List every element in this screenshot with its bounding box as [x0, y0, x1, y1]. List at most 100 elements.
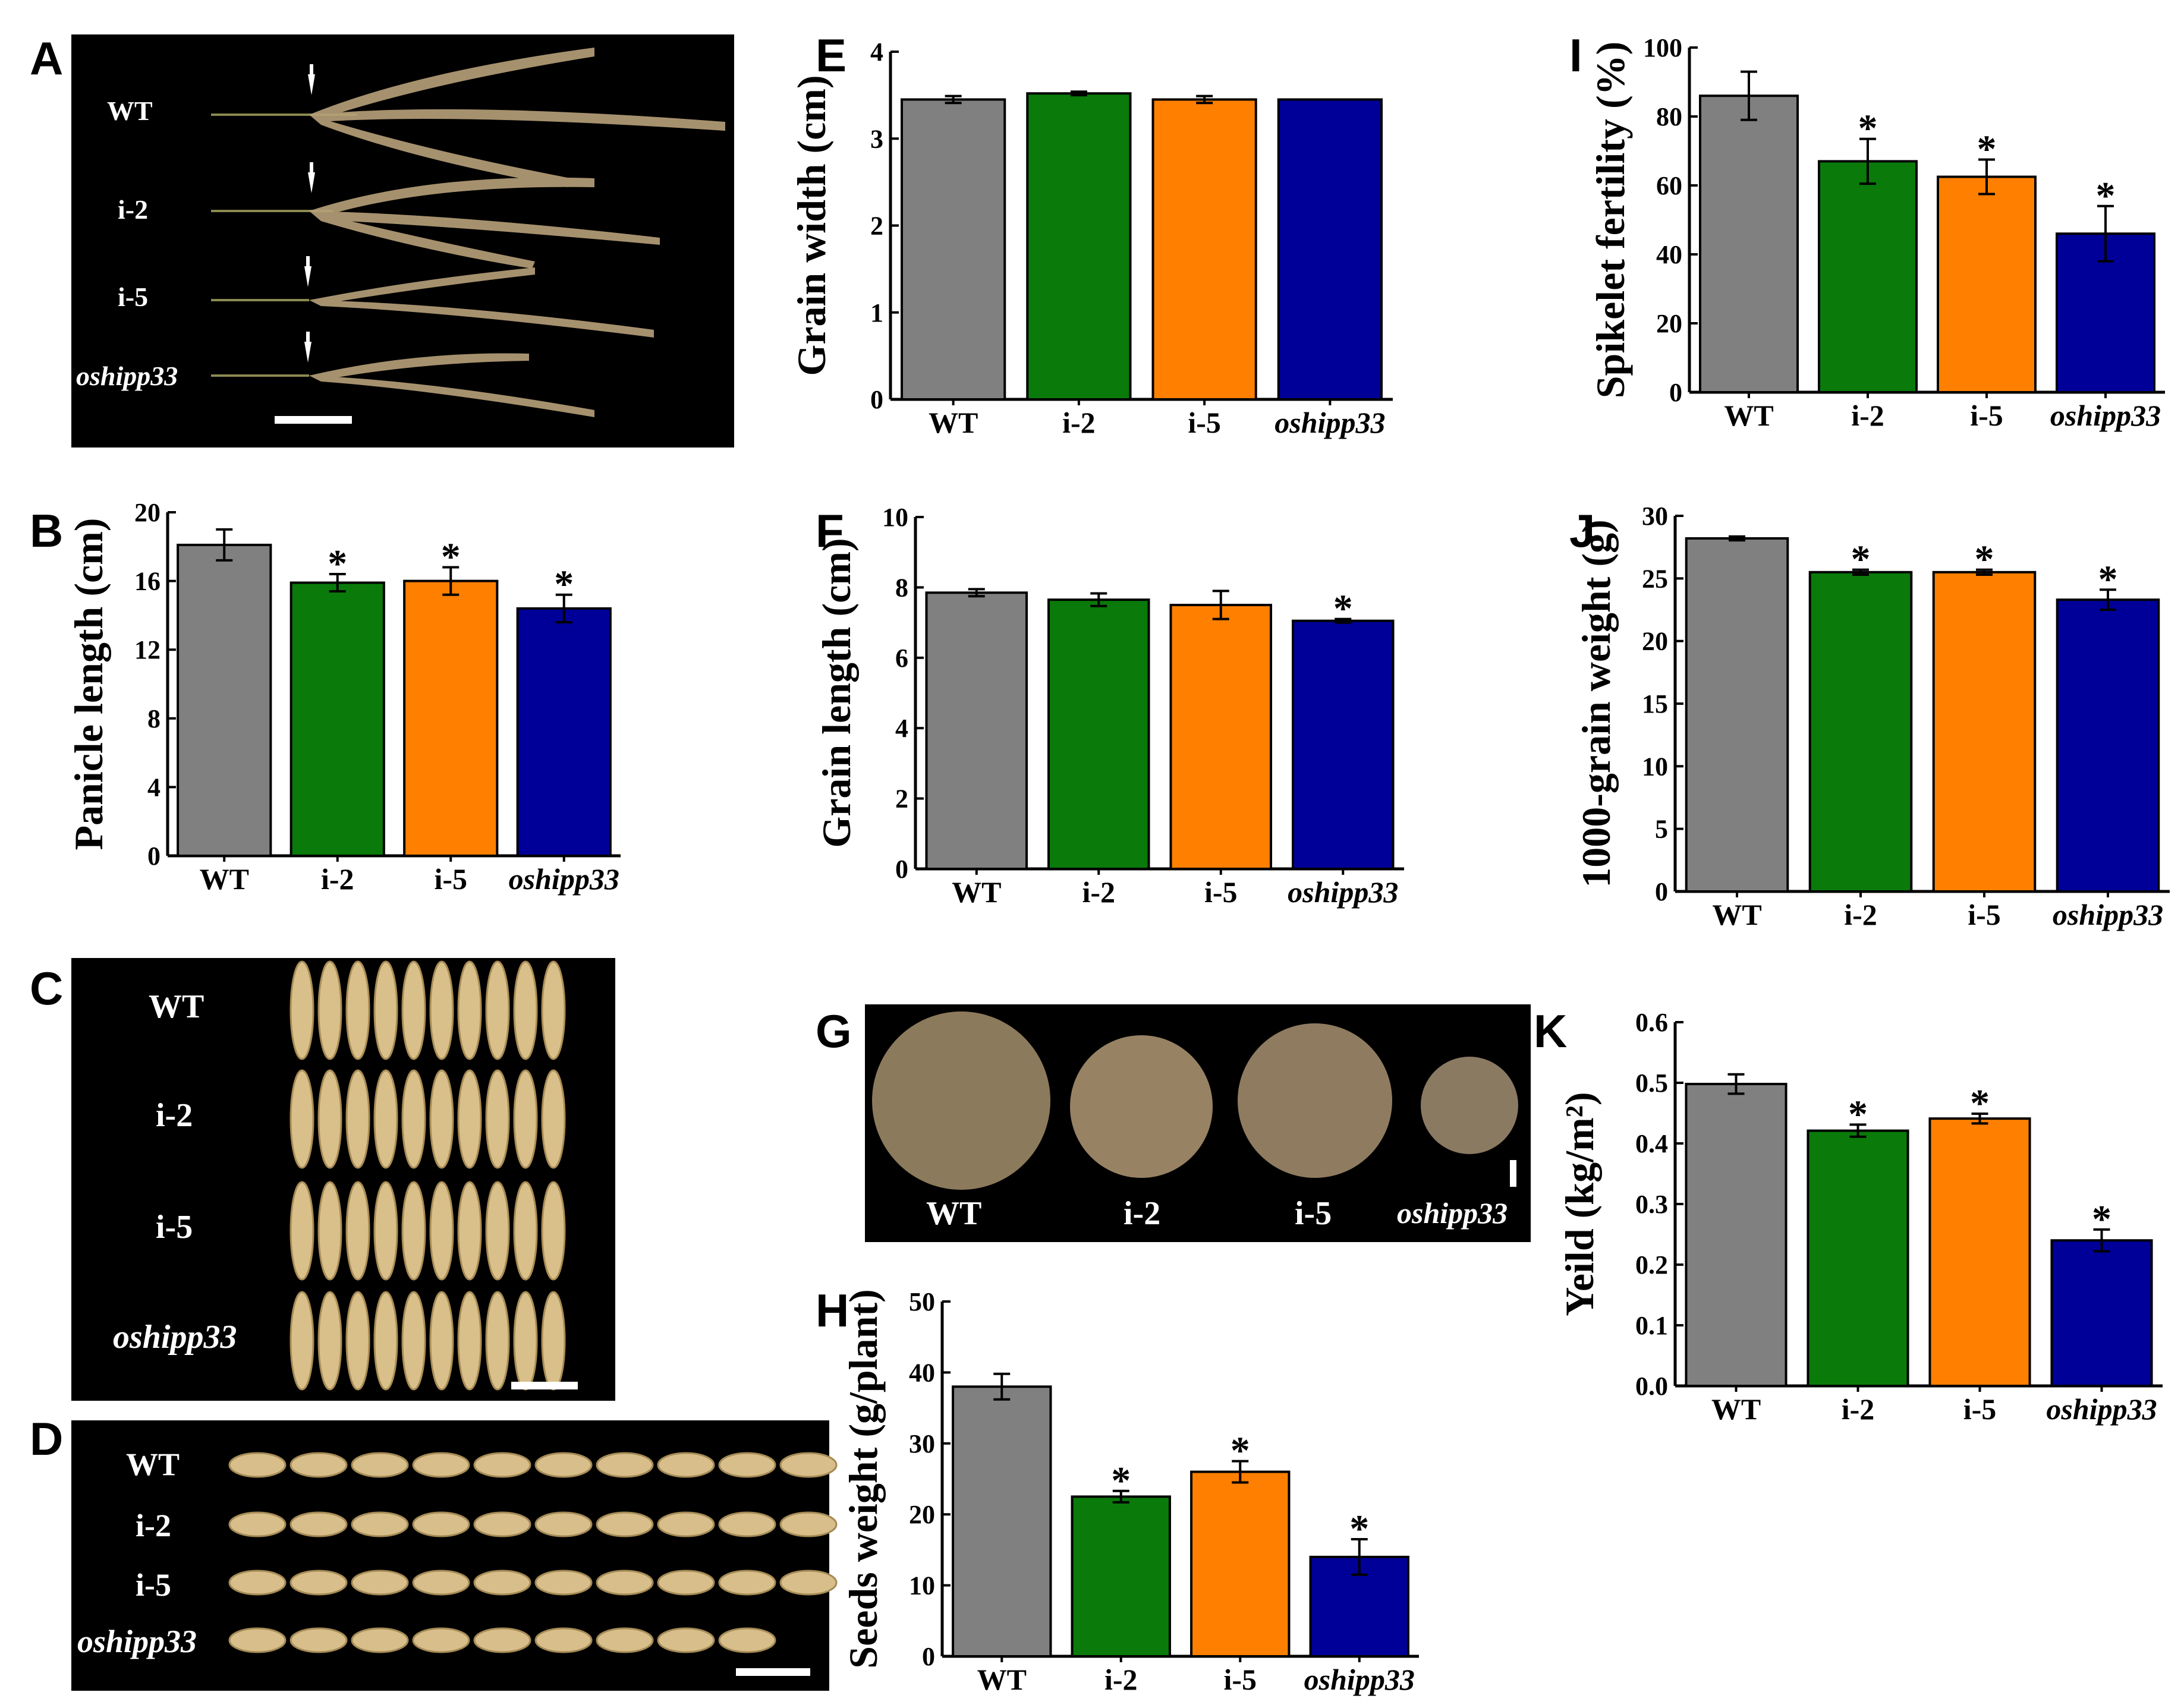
seed-pile-i2	[1070, 1035, 1213, 1178]
y-tick-label: 4	[870, 37, 883, 67]
y-tick-label: 3	[870, 124, 883, 153]
bar-i-5	[1928, 1117, 2031, 1388]
y-tick-label: 4	[895, 714, 908, 743]
y-tick-label: 20	[1656, 309, 1682, 338]
y-tick-label: 20	[134, 498, 161, 527]
y-axis-title: Seeds weight (g/plant)	[841, 1289, 886, 1668]
grain	[289, 1570, 348, 1596]
y-tick-label: 1	[870, 298, 883, 327]
bar-oshipp33	[1291, 619, 1395, 870]
grain	[289, 1452, 348, 1478]
y-tick-label: 6	[895, 644, 908, 673]
y-tick-label: 50	[909, 1287, 935, 1316]
panel-label-b: B	[30, 505, 63, 557]
x-tick-label: oshipp33	[2046, 1392, 2157, 1426]
grain	[718, 1452, 776, 1478]
grain	[534, 1627, 593, 1653]
y-axis-title: 1000-grain weight (g)	[1574, 519, 1619, 887]
grain	[429, 1291, 454, 1391]
y-tick-label: 0	[870, 385, 883, 414]
grain	[541, 960, 566, 1060]
photo-g-label-i2: i-2	[1124, 1195, 1160, 1232]
bar-i-2	[1047, 598, 1150, 870]
photo-g-label-wt: WT	[926, 1195, 981, 1232]
grain	[485, 960, 510, 1060]
grain	[457, 1069, 482, 1169]
photo-c-label-i5: i-5	[156, 1209, 193, 1246]
grain	[596, 1627, 654, 1653]
grain	[541, 1291, 566, 1391]
grain	[228, 1452, 287, 1478]
y-tick-label: 0	[1655, 877, 1668, 906]
grain	[534, 1570, 593, 1596]
grain	[718, 1511, 776, 1537]
bar-i-2	[1071, 1495, 1171, 1658]
y-tick-label: 0.5	[1635, 1069, 1668, 1098]
grain	[401, 1291, 426, 1391]
photo-g-label-i5: i-5	[1295, 1195, 1332, 1232]
y-axis-title: Grain width (cm)	[789, 75, 834, 376]
chart-panel-e: 0 1 2 3 4 Grain width (cm) WT i-2 i-5 oshipp33	[789, 37, 1393, 439]
x-tick-label: i-5	[1223, 1663, 1257, 1696]
bar-i-5	[1190, 1470, 1291, 1658]
grain	[345, 1069, 370, 1169]
grain	[429, 1069, 454, 1169]
photo-d-label-i2: i-2	[136, 1508, 171, 1543]
y-tick-label: 30	[1642, 502, 1668, 531]
y-tick-label: 25	[1642, 564, 1668, 593]
significance-star: *	[1231, 1429, 1250, 1473]
seed-pile-wt	[872, 1011, 1050, 1190]
grain	[473, 1511, 531, 1537]
chart-panel-h: 0 10 20 30 40 50 Seeds weight (g/plant) WT * i-2 *…	[841, 1287, 1419, 1696]
bar-i-2	[289, 581, 385, 857]
x-tick-label: i-2	[1851, 399, 1884, 432]
x-tick-label: i-5	[434, 862, 467, 896]
grain	[718, 1627, 776, 1653]
bar-i-2	[1807, 1129, 1909, 1387]
y-tick-label: 0.2	[1635, 1250, 1668, 1280]
panel-label-k: K	[1534, 1005, 1567, 1057]
y-tick-label: 2	[870, 212, 883, 241]
significance-star: *	[1975, 538, 1994, 581]
grain	[412, 1452, 470, 1478]
bar-i-5	[1169, 604, 1273, 870]
photo-a-label-i5: i-5	[118, 282, 148, 312]
grain	[596, 1452, 654, 1478]
photo-d-label-i5: i-5	[136, 1567, 171, 1603]
grain	[412, 1627, 470, 1653]
grain	[541, 1069, 566, 1169]
grain	[779, 1570, 838, 1596]
x-tick-label: i-5	[1970, 399, 2003, 432]
grain	[534, 1452, 593, 1478]
y-tick-label: 0	[147, 842, 161, 871]
significance-star: *	[328, 542, 347, 585]
grain	[345, 1291, 370, 1391]
grain	[457, 1181, 482, 1281]
photo-a-label-wt: WT	[107, 96, 153, 126]
grain	[473, 1627, 531, 1653]
grain	[373, 960, 398, 1060]
significance-star: *	[2098, 557, 2118, 601]
bar-WT	[1685, 1083, 1788, 1388]
grain	[289, 1627, 348, 1653]
bar-WT	[901, 98, 1006, 401]
grain	[429, 1181, 454, 1281]
y-axis-title: Spikelet fertility (%)	[1588, 42, 1633, 399]
panel-label-g: G	[816, 1005, 852, 1057]
significance-star: *	[1333, 587, 1353, 631]
significance-star: *	[1970, 1082, 1990, 1125]
panel-label-f: F	[816, 505, 844, 557]
x-tick-label: WT	[1712, 898, 1761, 931]
panel-label-j: J	[1569, 505, 1595, 557]
grain	[351, 1627, 409, 1653]
panel-label-a: A	[30, 32, 63, 84]
bar-i-5	[1937, 175, 2037, 393]
grain	[657, 1452, 715, 1478]
grain	[596, 1570, 654, 1596]
y-tick-label: 0.4	[1635, 1129, 1668, 1158]
y-tick-label: 5	[1655, 815, 1668, 844]
chart-panel-i: 0 20 40 60 80 100 Spikelet fertility (%) WT * i-2…	[1588, 33, 2165, 432]
panel-label-h: H	[816, 1284, 849, 1337]
y-axis-title: Grain length (cm)	[814, 538, 859, 847]
x-tick-label: i-2	[321, 862, 354, 896]
